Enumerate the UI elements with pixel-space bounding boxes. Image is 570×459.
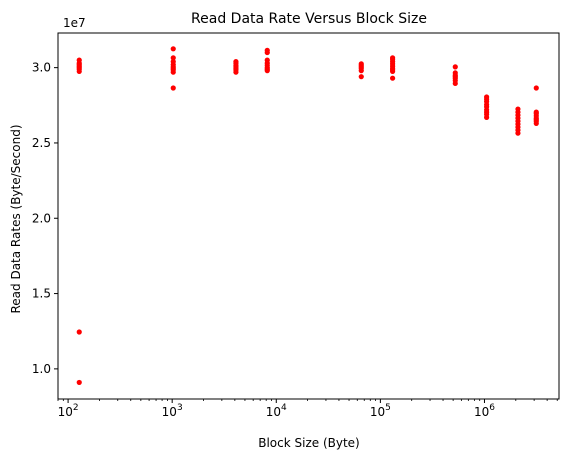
y-tick-label: 2.5 xyxy=(32,136,51,150)
data-point xyxy=(533,109,539,115)
data-point xyxy=(515,106,521,112)
x-tick-label: 102 xyxy=(58,403,79,419)
data-point xyxy=(358,74,364,80)
chart-title: Read Data Rate Versus Block Size xyxy=(191,11,427,27)
data-point xyxy=(533,85,539,91)
data-point xyxy=(170,55,176,61)
data-point xyxy=(390,75,396,81)
data-point xyxy=(170,85,176,91)
data-point xyxy=(484,94,490,100)
x-tick-label: 104 xyxy=(266,403,287,419)
y-tick-label: 3.0 xyxy=(32,61,51,75)
data-point xyxy=(170,46,176,52)
data-point xyxy=(76,57,82,63)
data-point xyxy=(452,70,458,76)
data-point xyxy=(264,47,270,53)
y-tick-label: 2.0 xyxy=(32,211,51,225)
plot-area: 102 103 104 105 106 1.0 1.5 2.0 2.5 3.0 xyxy=(32,32,560,419)
data-point xyxy=(358,61,364,67)
data-point xyxy=(76,379,82,386)
x-tick-label: 106 xyxy=(474,403,495,419)
x-tick-label: 105 xyxy=(370,403,391,419)
y-tick-label: 1.0 xyxy=(32,362,51,376)
data-point xyxy=(452,64,458,70)
x-axis-label: Block Size (Byte) xyxy=(258,436,360,450)
data-point xyxy=(170,59,176,65)
y-offset-label: 1e7 xyxy=(63,16,86,30)
data-point xyxy=(390,55,396,61)
data-point xyxy=(76,329,82,335)
y-axis-label: Read Data Rates (Byte/Second) xyxy=(9,124,23,313)
axes-frame xyxy=(57,32,560,400)
x-tick-label: 103 xyxy=(162,403,183,419)
data-point xyxy=(264,57,270,63)
y-tick-label: 1.5 xyxy=(32,287,51,301)
data-point xyxy=(233,59,239,65)
